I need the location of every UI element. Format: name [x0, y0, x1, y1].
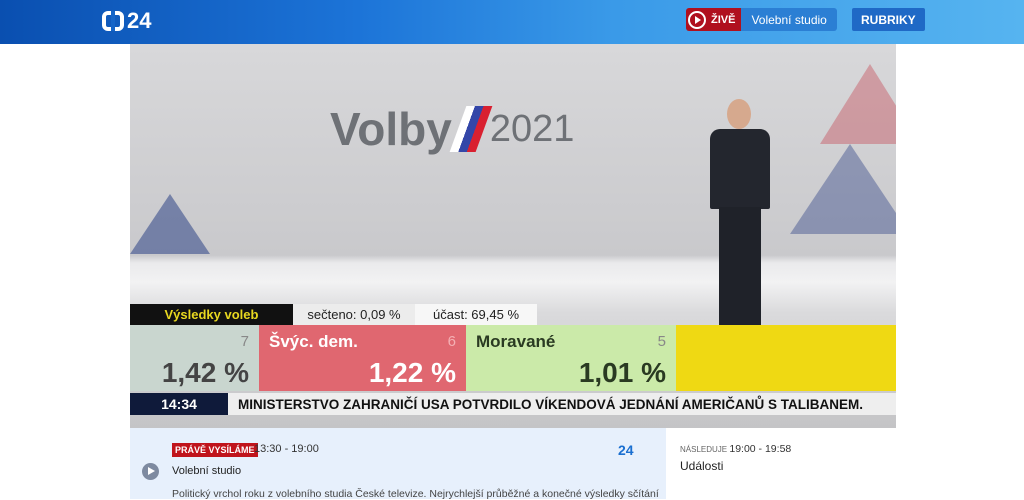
results-overlay: Výsledky voleb sečteno: 0,09 % účast: 69…: [130, 304, 896, 415]
decor: [130, 194, 210, 254]
rubriky-button[interactable]: RUBRIKY: [852, 8, 925, 31]
channel-logo: 24: [618, 442, 634, 458]
live-channel[interactable]: Volební studio: [741, 8, 837, 31]
party-card: 7 1,42 %: [130, 325, 259, 391]
party-card: [676, 325, 896, 391]
live-label: ŽIVĚ: [711, 13, 736, 26]
now-description: Politický vrchol roku z volebního studia…: [172, 488, 659, 500]
next-label: NÁSLEDUJE: [680, 445, 728, 454]
ticker-text: MINISTERSTVO ZAHRANIČÍ USA POTVRDILO VÍK…: [228, 393, 896, 415]
results-title: Výsledky voleb: [130, 304, 293, 325]
play-icon: [688, 10, 706, 29]
video-player[interactable]: Volby 2021 Výsledky voleb sečteno: 0,09 %…: [130, 44, 896, 428]
live-button[interactable]: ŽIVĚ Volební studio: [686, 8, 837, 31]
now-time: 13:30 - 19:00: [254, 443, 319, 455]
decor: [790, 144, 896, 234]
turnout: účast: 69,45 %: [415, 304, 537, 325]
counted: sečteno: 0,09 %: [293, 304, 415, 325]
party-card: Švýc. dem. 6 1,22 %: [259, 325, 466, 391]
play-icon[interactable]: [142, 463, 159, 480]
top-bar: 24 ŽIVĚ Volební studio RUBRIKY: [0, 0, 1024, 44]
decor: [820, 64, 896, 144]
now-badge: PRÁVĚ VYSÍLÁME: [172, 443, 258, 457]
now-playing-panel: PRÁVĚ VYSÍLÁME 13:30 - 19:00 24 Volební …: [130, 428, 666, 500]
logo-text: 24: [127, 8, 152, 33]
next-time: 19:00 - 19:58: [729, 443, 792, 455]
volby-logo: Volby 2021: [330, 103, 575, 155]
now-title[interactable]: Volební studio: [172, 465, 242, 477]
ct-logo-icon: [102, 11, 124, 31]
presenter: [705, 99, 775, 325]
party-card: Moravané 5 1,01 %: [466, 325, 676, 391]
next-title[interactable]: Události: [680, 459, 724, 473]
next-program: NÁSLEDUJE 19:00 - 19:58 Události: [680, 443, 791, 473]
ticker-time: 14:34: [130, 393, 228, 415]
ct24-logo[interactable]: 24: [102, 8, 151, 34]
